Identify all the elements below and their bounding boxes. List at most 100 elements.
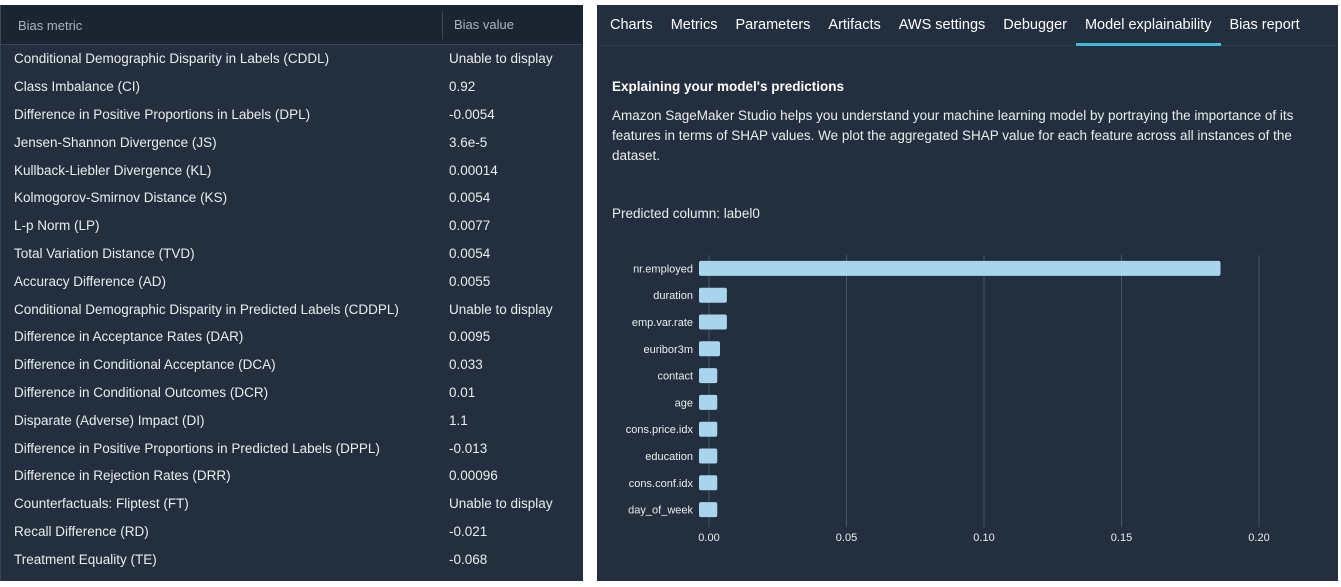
- tab-model-explainability[interactable]: Model explainability: [1075, 17, 1221, 46]
- category-label: euribor3m: [643, 344, 693, 356]
- bias-metric-name: Difference in Rejection Rates (DRR): [14, 468, 231, 484]
- bias-metric-value: 0.92: [449, 79, 476, 95]
- table-row: Conditional Demographic Disparity in Pre…: [1, 295, 583, 323]
- model-details-panel: Charts Metrics Parameters Artifacts AWS sett…: [597, 5, 1338, 581]
- x-tick-label: 0.10: [973, 532, 994, 544]
- bias-metric-name: Difference in Positive Proportions in La…: [14, 106, 311, 122]
- table-row: Difference in Conditional Acceptance (DC…: [1, 351, 583, 379]
- bias-metric-name: Difference in Conditional Outcomes (DCR): [14, 384, 269, 400]
- bias-metric-name: Difference in Acceptance Rates (DAR): [14, 329, 244, 345]
- tab-bias-report[interactable]: Bias report: [1229, 17, 1300, 33]
- bias-metric-name: Recall Difference (RD): [14, 523, 149, 539]
- bias-metric-value: Unable to display: [449, 301, 553, 317]
- bar-age[interactable]: [699, 394, 718, 410]
- tab-aws-settings[interactable]: AWS settings: [898, 17, 986, 33]
- bias-metric-value: 0.00014: [449, 162, 498, 178]
- bias-metric-value: 0.0095: [449, 329, 491, 345]
- bar-contact[interactable]: [699, 368, 718, 384]
- predicted-column-label: Predicted column: label0: [612, 206, 760, 221]
- bias-metric-value: 0.00096: [449, 468, 498, 484]
- table-row: Jensen-Shannon Divergence (JS) 3.6e-5: [1, 128, 583, 156]
- category-label: cons.price.idx: [626, 424, 694, 436]
- table-row: Difference in Rejection Rates (DRR) 0.000…: [1, 462, 583, 490]
- bias-metric-name: L-p Norm (LP): [14, 218, 100, 234]
- bias-metric-name: Jensen-Shannon Divergence (JS): [14, 134, 217, 150]
- bias-metric-name: Kullback-Liebler Divergence (KL): [14, 162, 212, 178]
- bar-cons-price-idx[interactable]: [699, 421, 718, 437]
- table-row: Recall Difference (RD) -0.021: [1, 518, 583, 546]
- table-row: Treatment Equality (TE) -0.068: [1, 545, 583, 573]
- table-row: Difference in Conditional Outcomes (DCR)…: [1, 379, 583, 407]
- bias-table-body: Conditional Demographic Disparity in Lab…: [1, 45, 583, 573]
- bias-metric-name: Total Variation Distance (TVD): [14, 245, 195, 261]
- bias-metric-value: 0.0077: [449, 218, 491, 234]
- bias-metric-name: Class Imbalance (CI): [14, 79, 141, 95]
- bias-metric-name: Accuracy Difference (AD): [14, 273, 167, 289]
- table-row: Accuracy Difference (AD) 0.0055: [1, 267, 583, 295]
- table-row: Kolmogorov-Smirnov Distance (KS) 0.0054: [1, 184, 583, 212]
- bias-metric-name: Difference in Conditional Acceptance (DC…: [14, 357, 276, 373]
- bias-metric-name: Treatment Equality (TE): [14, 551, 157, 567]
- bias-metric-name: Kolmogorov-Smirnov Distance (KS): [14, 190, 228, 206]
- bias-metric-value: 0.0055: [449, 273, 491, 289]
- bias-metrics-panel: Bias metric Bias value Conditional Demog…: [0, 5, 583, 581]
- bias-metric-value: 3.6e-5: [449, 134, 488, 150]
- header-bias-metric[interactable]: Bias metric: [1, 11, 443, 39]
- tab-charts[interactable]: Charts: [610, 17, 653, 33]
- bias-metric-value: 0.01: [449, 384, 476, 400]
- bar-cons-conf-idx[interactable]: [699, 475, 718, 491]
- bias-metric-value: -0.021: [449, 523, 488, 539]
- table-row: L-p Norm (LP) 0.0077: [1, 212, 583, 240]
- table-row: Difference in Positive Proportions in Pr…: [1, 434, 583, 462]
- bias-metric-name: Difference in Positive Proportions in Pr…: [14, 440, 380, 456]
- bias-metric-value: -0.068: [449, 551, 488, 567]
- bias-table-header: Bias metric Bias value: [1, 5, 583, 45]
- bias-metric-value: -0.013: [449, 440, 488, 456]
- bias-metric-value: 0.033: [449, 357, 483, 373]
- table-row: Difference in Acceptance Rates (DAR) 0.00…: [1, 323, 583, 351]
- x-tick-label: 0.20: [1248, 532, 1269, 544]
- section-title: Explaining your model's predictions: [612, 79, 844, 94]
- shap-bar-chart: 0.00 0.05 0.10 0.15 0.20 nr.employed duration e…: [626, 255, 1270, 544]
- bias-metric-value: Unable to display: [449, 51, 553, 67]
- bias-metric-name: Disparate (Adverse) Impact (DI): [14, 412, 205, 428]
- tab-debugger[interactable]: Debugger: [1003, 17, 1067, 33]
- bias-metric-name: Conditional Demographic Disparity in Pre…: [14, 301, 399, 317]
- section-description: Amazon SageMaker Studio helps you unders…: [612, 108, 1294, 163]
- x-tick-label: 0.05: [836, 532, 857, 544]
- bar-duration[interactable]: [699, 287, 727, 303]
- table-row: Difference in Positive Proportions in La…: [1, 101, 583, 129]
- category-label: day_of_week: [628, 505, 693, 517]
- category-label: contact: [658, 371, 693, 383]
- bar-euribor3m[interactable]: [699, 341, 720, 357]
- bias-metric-value: 0.0054: [449, 190, 491, 206]
- bar-day-of-week[interactable]: [699, 502, 718, 518]
- category-label: age: [675, 397, 693, 409]
- bar-emp-var-rate[interactable]: [699, 314, 727, 330]
- tab-bar: Charts Metrics Parameters Artifacts AWS sett…: [597, 5, 1338, 46]
- bar-education[interactable]: [699, 448, 718, 464]
- bias-metric-name: Counterfactuals: Fliptest (FT): [14, 496, 189, 512]
- tab-metrics[interactable]: Metrics: [670, 17, 718, 33]
- table-row: Total Variation Distance (TVD) 0.0054: [1, 240, 583, 268]
- table-row: Kullback-Liebler Divergence (KL) 0.00014: [1, 156, 583, 184]
- tab-parameters[interactable]: Parameters: [735, 17, 811, 33]
- tab-artifacts[interactable]: Artifacts: [828, 17, 881, 33]
- bias-metric-value: -0.0054: [449, 106, 495, 122]
- bias-metric-value: 1.1: [449, 412, 468, 428]
- category-label: emp.var.rate: [632, 317, 693, 329]
- x-tick-label: 0.00: [698, 532, 719, 544]
- category-label: duration: [653, 290, 693, 302]
- category-label: nr.employed: [633, 263, 693, 275]
- x-tick-label: 0.15: [1111, 532, 1132, 544]
- table-row: Counterfactuals: Fliptest (FT) Unable to …: [1, 490, 583, 518]
- table-row: Disparate (Adverse) Impact (DI) 1.1: [1, 406, 583, 434]
- table-row: Conditional Demographic Disparity in Lab…: [1, 45, 583, 73]
- bias-metric-value: Unable to display: [449, 496, 553, 512]
- header-bias-value[interactable]: Bias value: [454, 17, 514, 32]
- bias-metric-value: 0.0054: [449, 245, 491, 261]
- bar-nr-employed[interactable]: [699, 260, 1221, 276]
- bias-metric-name: Conditional Demographic Disparity in Lab…: [14, 51, 330, 67]
- table-row: Class Imbalance (CI) 0.92: [1, 73, 583, 101]
- category-label: education: [645, 451, 693, 463]
